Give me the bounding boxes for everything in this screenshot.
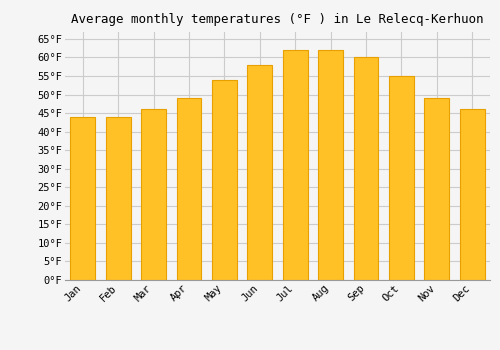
Title: Average monthly temperatures (°F ) in Le Relecq-Kerhuon: Average monthly temperatures (°F ) in Le… xyxy=(72,13,484,26)
Bar xyxy=(176,98,202,280)
Bar xyxy=(141,110,166,280)
Bar xyxy=(460,110,484,280)
Bar xyxy=(389,76,414,280)
Bar xyxy=(248,65,272,280)
Bar xyxy=(354,57,378,280)
Bar xyxy=(318,50,343,280)
Bar xyxy=(283,50,308,280)
Bar xyxy=(106,117,130,280)
Bar xyxy=(424,98,450,280)
Bar xyxy=(212,80,237,280)
Bar xyxy=(70,117,95,280)
